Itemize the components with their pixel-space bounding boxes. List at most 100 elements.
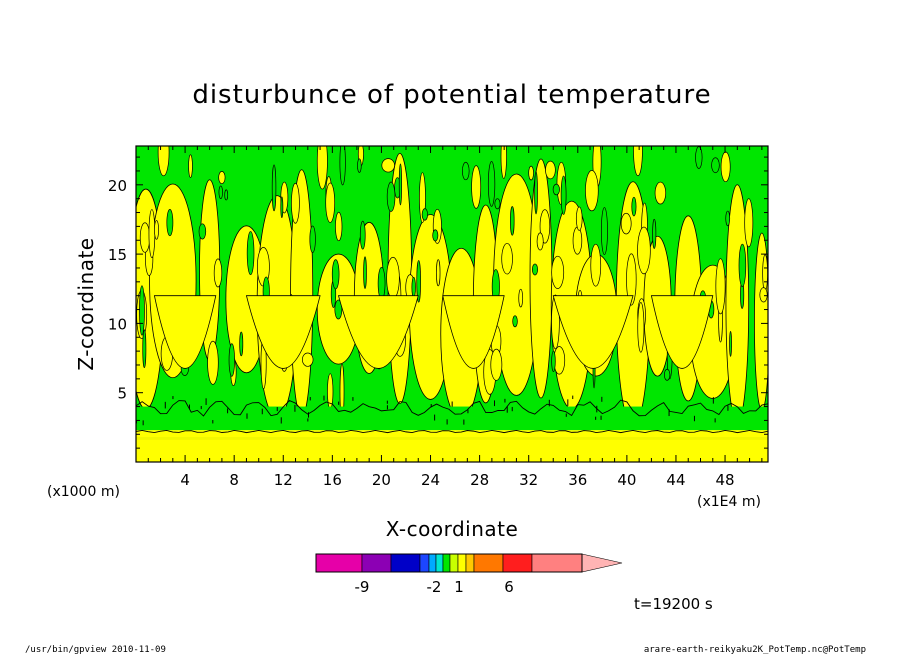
colorbar-swatch [502, 553, 533, 573]
negative-slit [494, 198, 501, 210]
y-axis: 5 10 15 20 [108, 156, 768, 449]
negative-slit [551, 350, 556, 372]
negative-slit [738, 243, 747, 288]
plot-frame [135, 145, 769, 463]
anomaly-blob [291, 182, 300, 224]
y-tick-label: 10 [108, 315, 127, 333]
negative-slit [631, 196, 637, 217]
anomaly-blob [585, 170, 599, 212]
anomaly-blob [572, 226, 583, 255]
lower-negative-band [136, 406, 768, 431]
negative-slit [663, 368, 671, 381]
negative-slit [711, 157, 720, 174]
surface-shade [136, 437, 768, 440]
anomaly-blob [207, 340, 219, 385]
anomaly-blob [528, 165, 534, 181]
negative-slit [432, 229, 439, 242]
colorbar-swatch [315, 553, 363, 573]
anomaly-blob [188, 154, 193, 178]
negative-slit [386, 181, 396, 212]
anomaly-blob [575, 206, 583, 231]
anomaly-blob [762, 254, 768, 293]
x-tick-label: 44 [666, 471, 685, 489]
x-tick-label: 24 [421, 471, 440, 489]
anomaly-blob [316, 146, 328, 190]
colorbar-label: 1 [454, 578, 464, 596]
negative-slit [271, 164, 277, 212]
colorbar-swatch [361, 553, 392, 573]
anomaly-blob [626, 253, 637, 306]
negative-slit [142, 329, 147, 369]
negative-slit [166, 208, 174, 237]
negative-slit [534, 171, 538, 215]
anomaly-blob [654, 181, 667, 205]
y-axis-title: Z-coordinate [74, 237, 98, 370]
negative-slit [416, 260, 421, 303]
negative-slit [331, 259, 340, 290]
y-tick-label: 20 [108, 177, 127, 195]
negative-slit [552, 183, 560, 196]
colorbar-extend-arrow [581, 553, 623, 573]
anomaly-blob [633, 146, 643, 177]
colorbar-label: -2 [427, 578, 442, 596]
anomaly-blob [218, 170, 226, 185]
anomaly-bowl [245, 295, 321, 369]
negative-slit [510, 206, 515, 236]
colorbar-swatch [442, 553, 451, 573]
negative-slit [334, 299, 343, 320]
y-tick-label: 5 [117, 385, 127, 403]
anomaly-bowl [337, 295, 419, 369]
x-tick-label: 8 [229, 471, 239, 489]
negative-slit [398, 163, 403, 206]
anomaly-blob [325, 182, 336, 223]
negative-slit [280, 196, 284, 218]
anomaly-blob [620, 212, 632, 235]
anomaly-blob [637, 302, 645, 353]
anomaly-blob [545, 160, 556, 180]
time-label: t=19200 s [634, 595, 713, 613]
colorbar-label: -9 [355, 578, 370, 596]
anomaly-blob [536, 232, 544, 251]
anomaly-blob [335, 211, 343, 242]
anomaly-blob [386, 256, 400, 300]
anomaly-blob [381, 158, 395, 173]
negative-slit [139, 285, 145, 336]
surface-positive-layer [136, 430, 768, 462]
negative-slit [239, 331, 244, 357]
anomaly-blob [720, 151, 731, 183]
x-tick-label: 4 [180, 471, 190, 489]
negative-slit [725, 210, 731, 227]
negative-slit [729, 330, 732, 357]
anomaly-blob [148, 209, 156, 258]
colorbar-swatch [390, 553, 421, 573]
negative-slit [309, 225, 316, 253]
contour-line [136, 399, 768, 417]
negative-slit [198, 223, 207, 240]
colorbar-label: 6 [504, 578, 514, 596]
colorbar-swatch [419, 553, 430, 573]
negative-slit [246, 231, 255, 276]
anomaly-blob [759, 287, 768, 303]
x-tick-label: 32 [519, 471, 538, 489]
anomaly-bowl [650, 295, 714, 369]
negative-slit [359, 220, 366, 250]
y-tick-label: 15 [108, 246, 127, 264]
negative-slit [357, 158, 362, 173]
x-axis-title: X-coordinate [386, 517, 519, 541]
anomaly-blob [715, 258, 726, 315]
negative-slit [411, 276, 416, 298]
anomaly-blob [501, 243, 513, 275]
negative-slit [224, 189, 229, 201]
negative-slit [652, 218, 657, 249]
contour-line [136, 429, 768, 434]
x-tick-label: 12 [274, 471, 293, 489]
negative-slit [461, 161, 470, 181]
negative-slit [531, 263, 538, 276]
negative-slit [695, 146, 703, 169]
colorbar-swatch [457, 553, 467, 573]
negative-slit [339, 146, 346, 186]
anomaly-blob [471, 165, 482, 209]
anomaly-bowl [552, 295, 634, 369]
negative-slit [600, 207, 608, 255]
